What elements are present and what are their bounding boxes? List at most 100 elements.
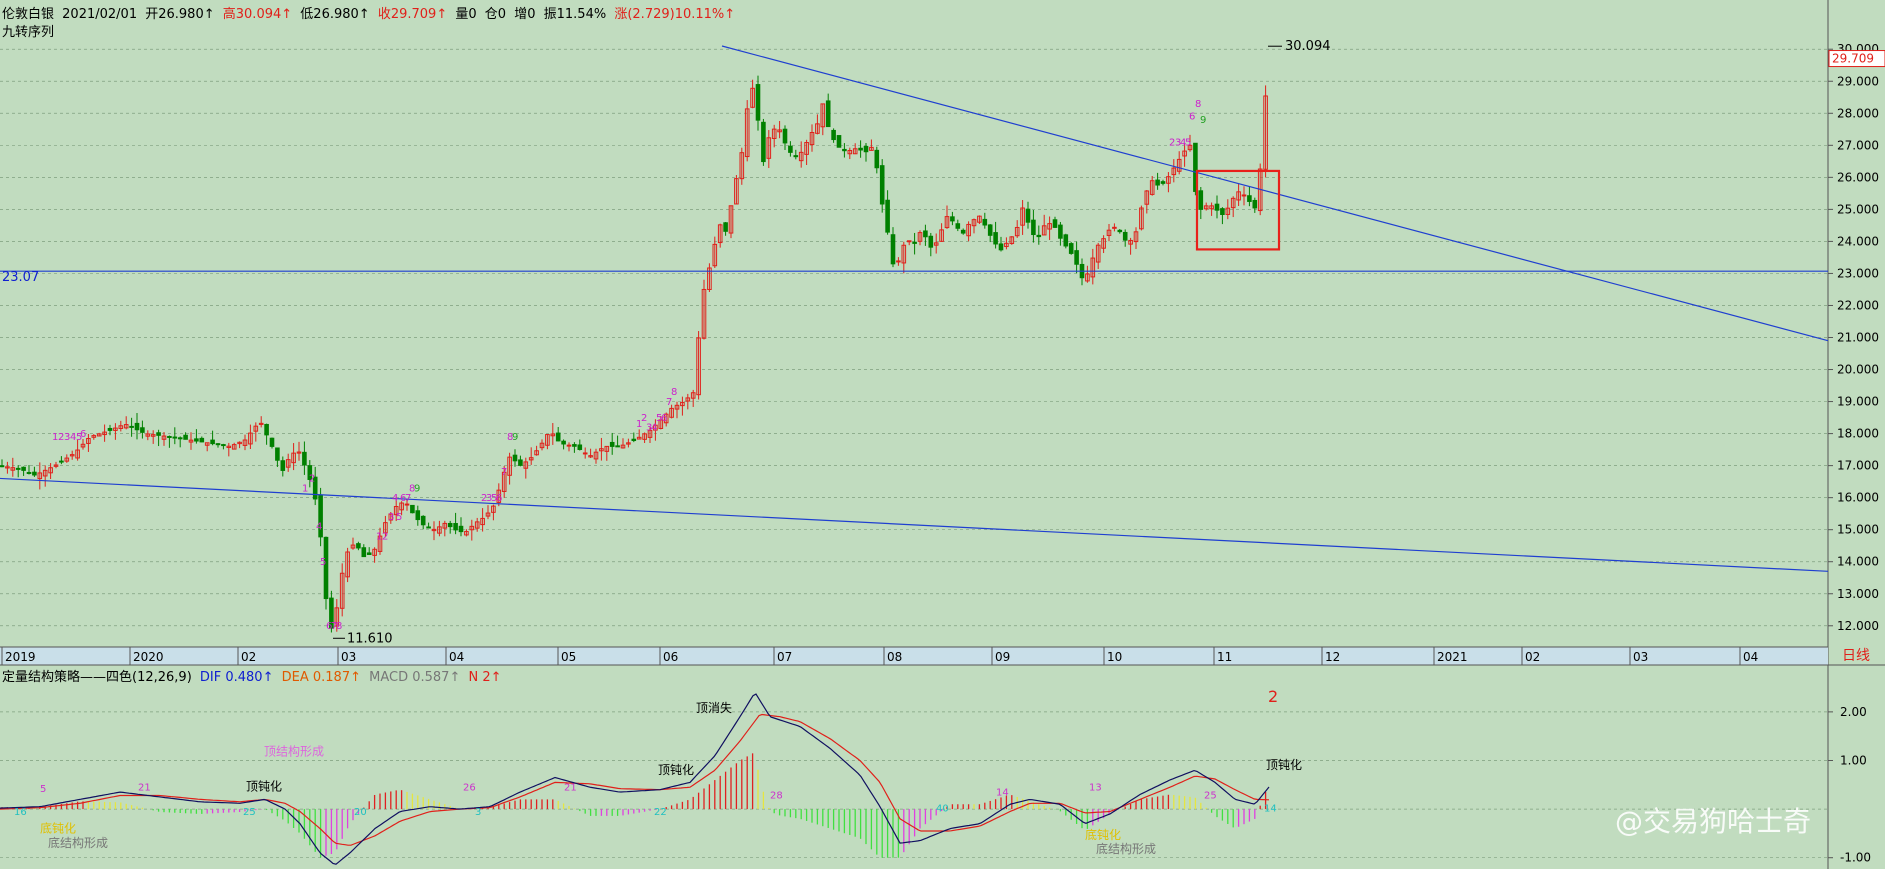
price-tick-label: 19.000 <box>1837 395 1879 409</box>
candle-body <box>37 472 43 480</box>
candle-body <box>21 466 26 471</box>
candle-body <box>977 215 982 223</box>
candle-body <box>982 218 988 226</box>
candle-body <box>696 337 701 396</box>
candle-body <box>5 466 10 469</box>
candle-body <box>879 165 885 205</box>
volume: 量0 <box>455 7 477 22</box>
candle-body <box>1241 194 1247 197</box>
macd-count-label: 25 <box>1204 790 1217 801</box>
time-tick-label: 06 <box>663 650 678 664</box>
macd-annotation: 底钝化 <box>40 820 76 835</box>
candle-body <box>782 128 788 144</box>
candle-body <box>464 531 469 536</box>
td-sequence-label: 7 <box>501 467 507 478</box>
td-sequence-label: 4 <box>70 432 76 443</box>
macd-n: N 2↑ <box>468 670 502 685</box>
macd-count-label: 20 <box>354 807 367 818</box>
candle-body <box>26 471 32 474</box>
time-tick-label: 2021 <box>1437 650 1468 664</box>
candle-body <box>1009 236 1015 244</box>
candle-body <box>744 108 750 158</box>
candle-body <box>680 401 685 407</box>
macd-dif: DIF 0.480↑ <box>199 670 274 685</box>
candle-body <box>528 457 534 461</box>
candle-body <box>890 234 896 265</box>
high-price: 高30.094↑ <box>222 7 293 22</box>
candle-body <box>523 461 529 469</box>
quote-header: 伦敦白银 2021/02/01 开26.980↑ 高30.094↑ 低26.98… <box>2 3 739 22</box>
candle-body <box>188 439 194 443</box>
candle-body <box>1230 197 1236 209</box>
time-tick-label: 2019 <box>5 650 36 664</box>
time-tick-label: 05 <box>561 650 576 664</box>
macd-count-label: 13 <box>1089 783 1102 794</box>
candle-body <box>1031 219 1036 236</box>
candle-body <box>329 597 334 629</box>
time-tick-label: 09 <box>995 650 1010 664</box>
time-tick-label: 2020 <box>133 650 164 664</box>
candle-body <box>1128 239 1133 245</box>
candle-body <box>469 525 475 531</box>
macd-annotation: 顶钝化 <box>1266 758 1302 772</box>
candle-body <box>491 505 496 513</box>
candle-body <box>296 451 302 454</box>
candle-body <box>415 510 421 521</box>
candle-body <box>507 456 512 476</box>
candle-body <box>993 232 998 245</box>
candle-body <box>264 423 269 436</box>
increase: 增0 <box>514 7 536 22</box>
candle-body <box>496 489 502 503</box>
macd-count-label: 14 <box>1264 804 1277 815</box>
price-change: 涨(2.729)10.11%↑ <box>614 7 736 22</box>
candle-body <box>588 455 593 458</box>
price-tick-label: 21.000 <box>1837 331 1879 345</box>
time-tick-label: 12 <box>1325 650 1340 664</box>
candle-body <box>820 103 826 128</box>
candle-body <box>636 436 642 440</box>
time-axis-band <box>0 647 1828 665</box>
candle-body <box>221 444 226 447</box>
td-sequence-label: 4 <box>651 422 657 433</box>
candle-body <box>626 442 631 445</box>
price-axis-panel <box>1828 0 1885 869</box>
candle-body <box>901 244 907 264</box>
candle-body <box>842 148 847 152</box>
time-tick-label: 10 <box>1107 650 1122 664</box>
candle-body <box>739 152 745 180</box>
time-tick-label: 02 <box>241 650 256 664</box>
macd-annotation: 2 <box>1268 687 1278 706</box>
candle-body <box>42 469 48 477</box>
candle-body <box>253 425 259 432</box>
low-price: 低26.980↑ <box>300 7 370 22</box>
price-tick-label: 28.000 <box>1837 106 1879 120</box>
candle-body <box>113 427 118 431</box>
candle-body <box>350 544 356 549</box>
candle-body <box>1074 250 1079 265</box>
candle-body <box>167 435 172 438</box>
candle-body <box>458 525 464 533</box>
candle-body <box>1182 150 1187 157</box>
candle-body <box>345 551 350 578</box>
candle-body <box>971 219 977 227</box>
consolidation-box <box>1195 169 1281 251</box>
candle-body <box>561 440 566 445</box>
period-label[interactable]: 日线 <box>1842 648 1870 664</box>
candle-body <box>426 526 431 529</box>
candle-body <box>804 142 809 155</box>
candlesticks <box>0 75 1268 633</box>
macd-strategy-name: 定量结构策略——四色(12,26,9) <box>2 670 192 685</box>
candle-body <box>653 424 658 431</box>
lower-trendline <box>0 477 1829 572</box>
candle-body <box>1085 273 1090 282</box>
candle-body <box>896 260 901 263</box>
price-tick-label: 25.000 <box>1837 202 1879 216</box>
price-tick-label: 29.000 <box>1837 74 1879 88</box>
candle-body <box>690 392 696 399</box>
td-sequence-label: 2 <box>641 413 647 424</box>
candle-body <box>366 552 372 555</box>
candle-body <box>1122 231 1128 241</box>
amplitude: 振11.54% <box>543 7 607 22</box>
candle-body <box>809 132 815 146</box>
